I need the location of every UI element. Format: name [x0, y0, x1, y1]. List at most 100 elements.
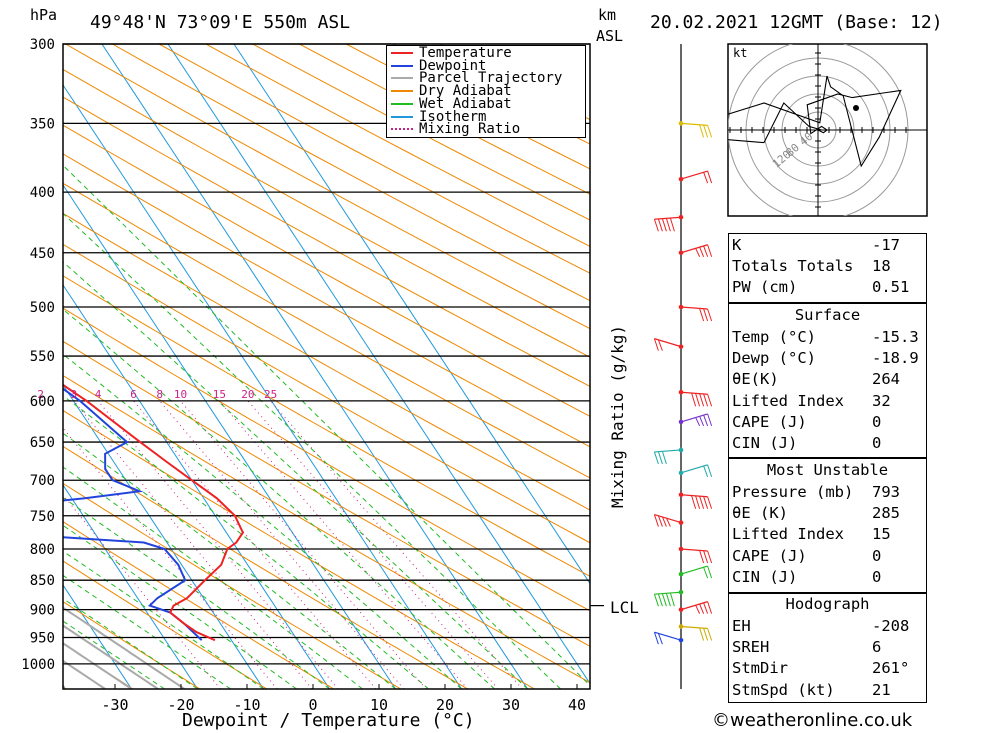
wind-level-dot [678, 344, 684, 349]
stats-row: CIN (J) 0 [728, 567, 928, 588]
wind-barb-staff [654, 449, 682, 453]
legend-item: Mixing Ratio [391, 122, 520, 136]
x-tick-label: 20 [436, 696, 454, 714]
stats-label: Lifted Index [732, 525, 844, 544]
legend-label: Dewpoint [419, 57, 487, 74]
dry-adiabat-line [64, 44, 590, 330]
stats-value: 21 [872, 680, 891, 699]
pressure-tick-label: 550 [30, 349, 55, 365]
wind-barb-flag [653, 451, 659, 465]
wind-barb-flag [691, 495, 697, 509]
stats-row: PW (cm) 0.51 [728, 277, 928, 298]
stats-label: CAPE (J) [732, 546, 807, 565]
pressure-tick-label: 1000 [21, 657, 55, 673]
legend-swatch [391, 52, 413, 54]
wind-barb-flag [653, 338, 659, 351]
dry-adiabat-line [63, 560, 268, 689]
wind-barb-flag [657, 515, 663, 527]
legend-swatch [391, 77, 413, 80]
x-tick-label: -30 [101, 696, 128, 714]
stats-label: Temp (°C) [732, 328, 816, 346]
most-unstable-box [728, 458, 927, 593]
pressure-gridlines [63, 43, 590, 665]
stats-row: StmDir 261° [728, 658, 928, 679]
wind-barb-flag [661, 593, 667, 607]
wind-barb-flag [703, 308, 709, 322]
wet-adiabat-line [63, 432, 396, 689]
stats-label: CAPE (J) [732, 412, 807, 431]
stats-row: CAPE (J) 0 [728, 546, 928, 567]
legend-swatch [391, 64, 413, 67]
wind-barb-flag [703, 550, 709, 564]
mixing-ratio-tick-label: 8 [156, 388, 163, 401]
stats-value: 0 [872, 567, 882, 586]
wind-barb-flag [707, 394, 713, 407]
dry-adiabat-line [63, 307, 590, 612]
pressure-tick-label: 500 [30, 300, 55, 316]
legend-label: Wet Adiabat [419, 95, 512, 112]
wet-adiabat-line [63, 308, 495, 689]
legend-item: Dry Adiabat [391, 84, 512, 98]
stats-row: SREH 6 [728, 637, 928, 658]
x-tick-label: 40 [568, 696, 586, 714]
wind-barb-staff [680, 122, 708, 126]
profiles [63, 383, 245, 642]
wind-barb-flag [699, 246, 705, 257]
stats-value: 18 [872, 257, 891, 276]
stats-label: θE(K) [732, 370, 779, 389]
wind-barb-flag [707, 565, 713, 579]
wind-barb-flag [703, 124, 709, 138]
stats-label: CIN (J) [732, 434, 798, 453]
wind-barb-flag [695, 604, 701, 614]
stats-label: SREH [732, 638, 770, 657]
wind-barb-flag [707, 244, 713, 257]
dry-adiabat-line [63, 340, 590, 647]
isotherm-line [63, 484, 199, 689]
stats-label: Lifted Index [732, 391, 844, 410]
hodograph-trace [728, 75, 902, 168]
stats-row: Pressure (mb) 793 [728, 482, 928, 503]
wind-barb-staff [680, 391, 708, 395]
stats-row: Totals Totals 18 [728, 256, 928, 277]
mixing-ratio-line [247, 400, 499, 689]
wind-barb-flag [703, 628, 709, 641]
hodograph-unit-label: kt [733, 46, 747, 60]
wind-barb-flag [661, 218, 667, 232]
pressure-tick-label: 900 [30, 603, 55, 619]
wet-adiabat-line [63, 496, 330, 689]
wind-barb-flag [703, 245, 709, 257]
wind-barb-flag [657, 218, 663, 232]
stats-row: θE (K) 285 [728, 503, 928, 524]
legend-item: Wet Adiabat [391, 95, 512, 112]
dry-adiabat-line [63, 96, 590, 387]
dry-adiabat-line [63, 68, 590, 358]
wind-barb-flag [657, 633, 663, 645]
wind-barb-flag [695, 417, 701, 427]
mixing-ratio-tick-label: 10 [174, 388, 187, 401]
dry-adiabat-line [251, 44, 590, 221]
stats-row: K -17 [728, 235, 928, 256]
dewpoint-series-line [63, 387, 203, 641]
stats-value: 285 [872, 504, 900, 523]
legend-swatch [391, 115, 413, 118]
pressure-tick-label: 600 [30, 394, 55, 410]
most-unstable-table: Pressure (mb) 793 θE (K) 285 Lifted Index 15 C… [728, 482, 928, 588]
stats-row: CAPE (J) 0 [728, 412, 928, 433]
legend-item: Parcel Trajectory [391, 71, 562, 85]
wind-barb-flag [707, 125, 713, 138]
indices-table: K -17 Totals Totals 18 PW (cm) 0.51 [728, 235, 928, 299]
wind-barb-flag [657, 593, 663, 607]
stats-row: Dewp (°C) -18.9 [728, 348, 928, 369]
wind-barb-flag [665, 593, 671, 607]
surface-title: Surface [794, 306, 861, 324]
stats-label: Pressure (mb) [732, 483, 854, 501]
background-lines [63, 44, 590, 689]
location-title: 49°48'N 73°09'E 550m ASL [90, 12, 351, 33]
dry-adiabat-line [63, 445, 468, 689]
wet-adiabat-line [63, 620, 165, 689]
wind-barb-flag [707, 550, 713, 564]
height-unit-asl: ASL [596, 27, 624, 45]
stats-value: 0.51 [872, 278, 910, 297]
copyright-link[interactable]: ©weatheronline.co.uk [712, 710, 913, 731]
stats-label: Dewp (°C) [732, 349, 816, 368]
